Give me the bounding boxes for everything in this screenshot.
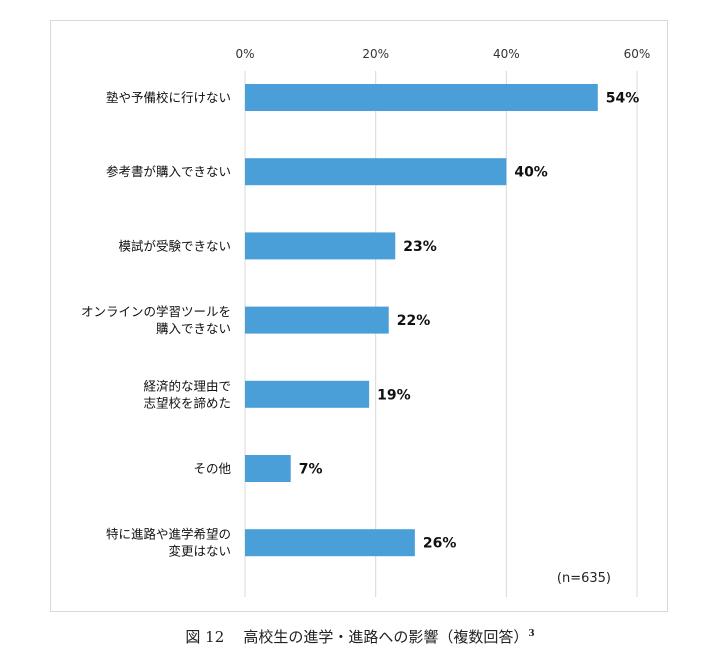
bar bbox=[245, 232, 396, 260]
category-label: 変更はない bbox=[168, 544, 231, 559]
category-label: 塾や予備校に行けない bbox=[106, 90, 231, 105]
sample-size-note: (n=635) bbox=[557, 571, 611, 586]
data-label: 22% bbox=[397, 313, 431, 329]
figure-title: 高校生の進学・進路への影響（複数回答） bbox=[243, 628, 529, 646]
category-label: その他 bbox=[193, 461, 231, 476]
category-label: 経済的な理由で bbox=[143, 378, 231, 393]
bar bbox=[245, 306, 389, 334]
category-label: 志望校を諦めた bbox=[143, 395, 231, 410]
data-label: 23% bbox=[403, 239, 437, 255]
bar bbox=[245, 380, 370, 408]
x-tick-label: 40% bbox=[493, 47, 520, 61]
x-tick-label: 0% bbox=[235, 47, 254, 61]
figure-caption: 図 12 高校生の進学・進路への影響（複数回答）3 bbox=[0, 626, 720, 647]
chart-frame: 0% 20% 40% 60% 塾や予備校に行けない 54% 参考書が購入できない 40% 模試が… bbox=[50, 20, 668, 612]
data-label: 19% bbox=[377, 387, 411, 403]
x-tick-label: 20% bbox=[362, 47, 389, 61]
bar bbox=[245, 158, 507, 186]
category-label: 模試が受験できない bbox=[118, 238, 231, 253]
bar bbox=[245, 84, 598, 111]
bar bbox=[245, 455, 291, 482]
data-label: 7% bbox=[299, 462, 323, 478]
bar bbox=[245, 529, 415, 557]
data-label: 54% bbox=[606, 91, 640, 107]
data-label: 40% bbox=[514, 165, 548, 181]
category-label: 参考書が購入できない bbox=[106, 164, 231, 179]
figure-label: 図 12 bbox=[185, 628, 225, 646]
bar-chart: 0% 20% 40% 60% 塾や予備校に行けない 54% 参考書が購入できない 40% 模試が… bbox=[81, 47, 651, 597]
category-label: 購入できない bbox=[156, 321, 231, 336]
footnote-ref: 3 bbox=[528, 629, 535, 639]
x-tick-label: 60% bbox=[624, 47, 651, 61]
data-label: 26% bbox=[423, 536, 457, 552]
category-label: オンラインの学習ツールを bbox=[81, 304, 231, 319]
category-label: 特に進路や進学希望の bbox=[106, 527, 231, 542]
